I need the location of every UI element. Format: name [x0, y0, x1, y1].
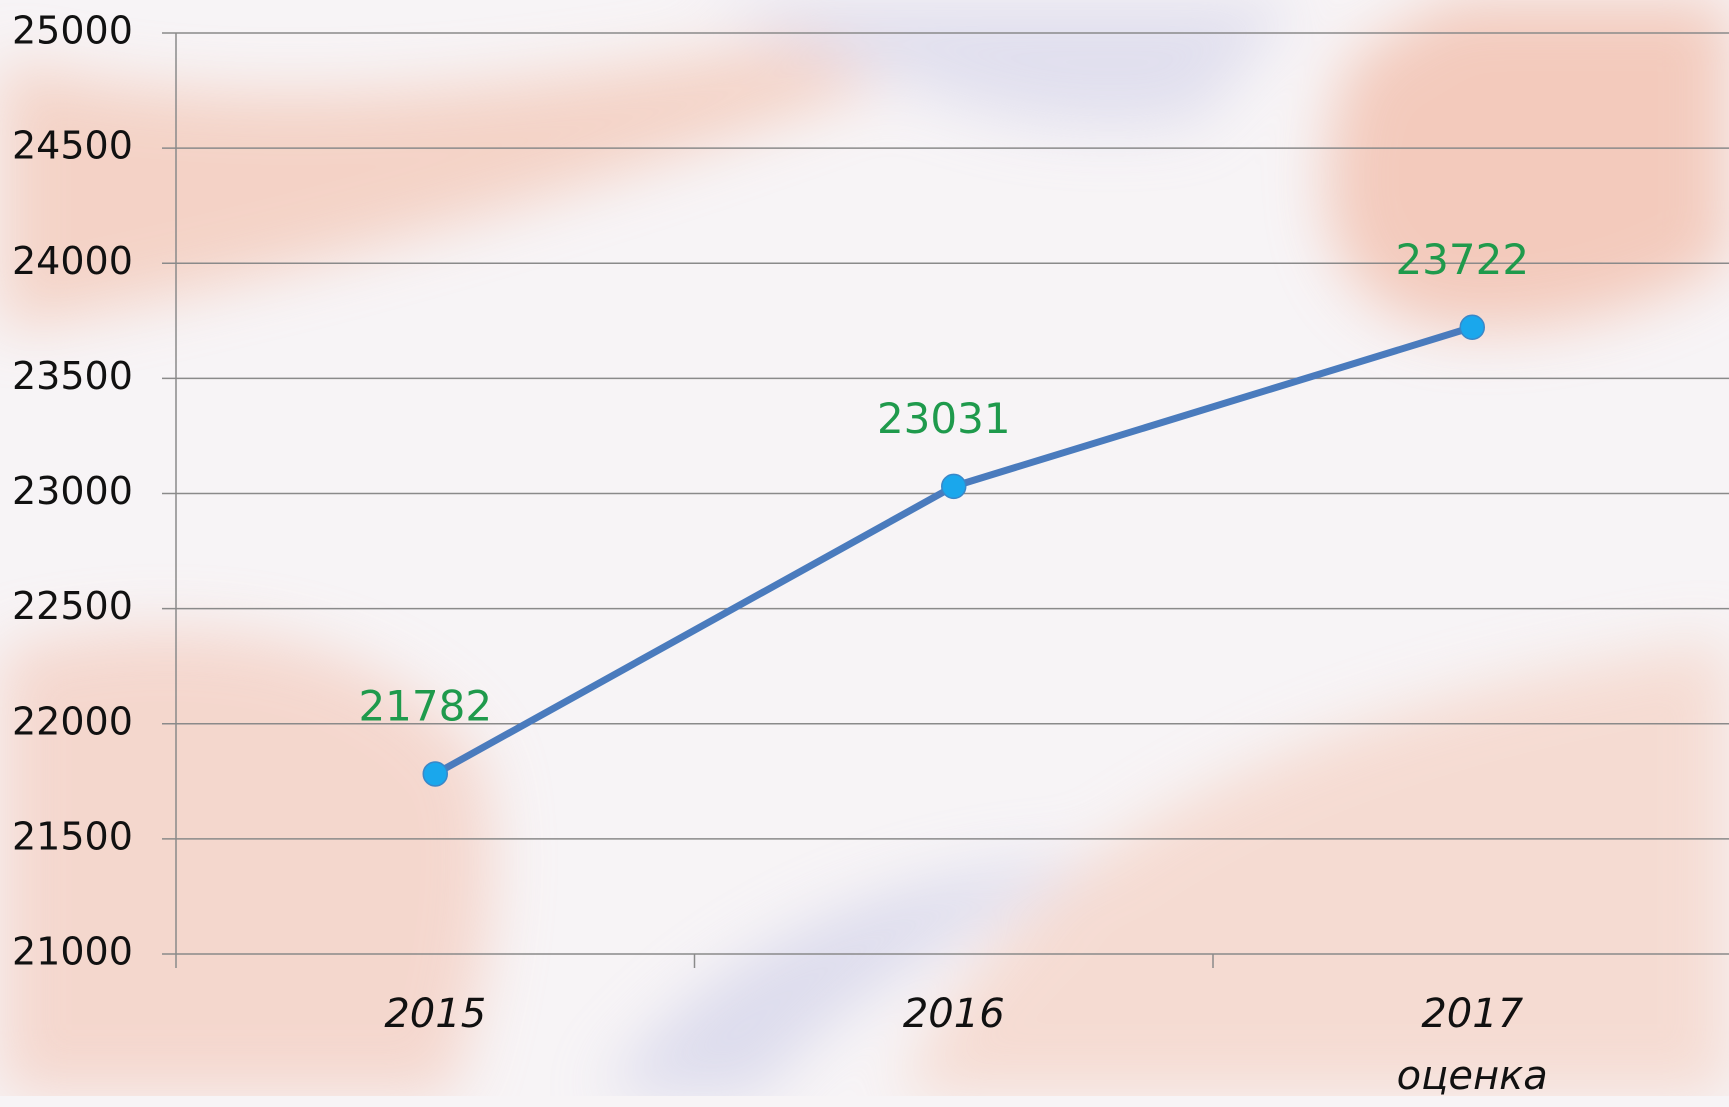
page: {"chart_data": {"type": "line", "categor…	[0, 0, 1729, 1096]
y-tick-label: 24000	[12, 239, 133, 283]
background-decoration	[0, 0, 1729, 1096]
data-label: 23722	[1395, 235, 1529, 284]
marker	[1460, 315, 1484, 339]
y-tick-label: 22000	[12, 699, 133, 743]
y-tick-label: 22500	[12, 584, 133, 628]
x-tick-label: 2017 оценка	[1272, 983, 1672, 1107]
y-tick-label: 21000	[12, 930, 133, 974]
chart: 21000 21500 22000 22500 23000 23500 24000 24500…	[0, 0, 1729, 1096]
x-tick-label: 2016	[754, 983, 1154, 1045]
y-tick-label: 23500	[12, 354, 133, 398]
x-tick-label: 2015	[235, 983, 635, 1045]
y-tick-label: 23000	[12, 469, 133, 513]
marker	[423, 762, 447, 786]
y-tick-label: 25000	[12, 9, 133, 53]
data-label: 23031	[877, 394, 1011, 443]
y-tick-label: 21500	[12, 814, 133, 858]
y-tick-label: 24500	[12, 124, 133, 168]
marker	[942, 474, 966, 498]
data-label: 21782	[358, 681, 492, 730]
